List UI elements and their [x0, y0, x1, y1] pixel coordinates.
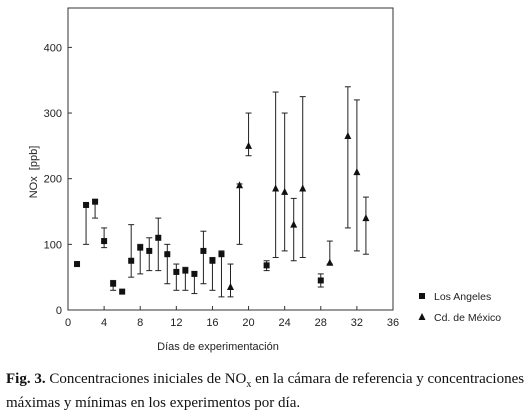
- data-point-square: [74, 261, 81, 268]
- data-point-square: [218, 251, 225, 258]
- axis-ticks: 0 4 8 12 16 20 24 28 32 36 0 100 200 300 400: [44, 42, 399, 329]
- data-point-triangle: [326, 258, 334, 266]
- legend: Los Angeles Cd. de México: [418, 291, 501, 324]
- data-point-square: [155, 234, 162, 241]
- data-point-triangle: [344, 132, 352, 140]
- x-tick-label: 8: [137, 317, 143, 329]
- y-tick-label: 400: [44, 42, 62, 54]
- y-tick-label: 100: [44, 239, 62, 251]
- y-tick-label: 300: [44, 108, 62, 120]
- plot-frame: [67, 7, 394, 311]
- legend-label: Cd. de México: [434, 312, 501, 324]
- data-point-triangle: [418, 313, 426, 320]
- data-point-triangle: [290, 220, 298, 228]
- data-series: [74, 86, 370, 298]
- data-point-square: [419, 293, 425, 299]
- data-point-square: [110, 280, 117, 287]
- data-point-square: [119, 288, 126, 295]
- data-point-triangle: [353, 168, 361, 176]
- y-tick-label: 0: [56, 305, 62, 317]
- caption-label: Fig. 3.: [6, 371, 46, 387]
- data-point-triangle: [227, 283, 234, 291]
- data-point-triangle: [236, 181, 244, 189]
- data-point-triangle: [272, 184, 280, 192]
- y-axis-label-main: NOx: [28, 176, 40, 199]
- y-axis-label: NOx [ppb]: [28, 146, 40, 199]
- x-tick-label: 36: [387, 317, 399, 329]
- y-tick-label: 200: [44, 174, 62, 186]
- data-point-square: [317, 277, 324, 284]
- data-point-square: [200, 247, 207, 254]
- x-tick-label: 0: [65, 317, 71, 329]
- data-point-triangle: [281, 187, 289, 195]
- x-tick-label: 28: [315, 317, 327, 329]
- data-point-square: [209, 257, 216, 264]
- data-point-triangle: [245, 141, 253, 149]
- data-point-square: [182, 267, 189, 274]
- plot-frame-rect: [67, 7, 394, 311]
- series-square: [74, 198, 324, 298]
- x-tick-label: 12: [170, 317, 182, 329]
- legend-label: Los Angeles: [434, 291, 491, 303]
- caption-text-2: en la cámara de referencia y concentraci…: [6, 371, 525, 411]
- data-point-square: [173, 268, 180, 275]
- data-point-triangle: [362, 214, 370, 222]
- data-point-triangle: [299, 184, 307, 192]
- x-tick-label: 32: [351, 317, 363, 329]
- x-tick-label: 24: [279, 317, 291, 329]
- caption-subscript: x: [246, 379, 252, 390]
- data-point-square: [92, 198, 99, 205]
- series-triangle: [227, 86, 370, 298]
- x-tick-label: 16: [206, 317, 218, 329]
- data-point-square: [137, 244, 144, 251]
- data-point-square: [101, 238, 108, 245]
- data-point-square: [83, 201, 90, 208]
- y-axis-label-unit: [ppb]: [28, 146, 40, 170]
- figure-caption: Fig. 3. Concentraciones iniciales de NOx…: [6, 370, 528, 413]
- x-tick-label: 20: [242, 317, 254, 329]
- caption-text-1: Concentraciones iniciales de NO: [45, 371, 247, 387]
- data-point-square: [164, 251, 171, 258]
- x-tick-label: 4: [101, 317, 107, 329]
- chart: 0 4 8 12 16 20 24 28 32 36 0 100 200 300 400 NOx [ppb]…: [28, 7, 501, 353]
- data-point-square: [128, 257, 135, 264]
- x-axis-label: Días de experimentación: [157, 341, 279, 353]
- data-point-square: [191, 270, 198, 277]
- data-point-square: [146, 247, 153, 254]
- data-point-square: [263, 262, 270, 269]
